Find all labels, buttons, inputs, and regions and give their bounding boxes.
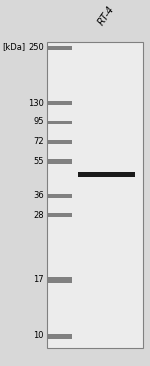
Text: 95: 95 — [33, 117, 44, 127]
Text: RT-4: RT-4 — [96, 4, 116, 27]
Bar — [47, 158, 72, 164]
Bar — [47, 277, 72, 283]
Text: 10: 10 — [33, 332, 44, 340]
Bar — [47, 42, 143, 348]
Bar — [47, 101, 72, 105]
Bar — [47, 194, 72, 198]
Text: 28: 28 — [33, 210, 44, 220]
Text: 55: 55 — [33, 157, 44, 165]
Text: 250: 250 — [28, 44, 44, 52]
Text: 72: 72 — [33, 138, 44, 146]
Bar — [47, 120, 72, 123]
Text: 36: 36 — [33, 191, 44, 201]
Bar — [47, 333, 72, 339]
Bar — [47, 213, 72, 217]
Bar — [47, 46, 72, 50]
Bar — [47, 140, 72, 144]
Text: 130: 130 — [28, 98, 44, 108]
Bar — [78, 172, 135, 176]
Text: 17: 17 — [33, 276, 44, 284]
Text: [kDa]: [kDa] — [2, 42, 25, 51]
